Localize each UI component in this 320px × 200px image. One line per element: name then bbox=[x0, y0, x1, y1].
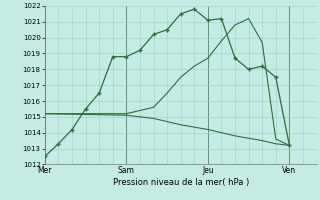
X-axis label: Pression niveau de la mer( hPa ): Pression niveau de la mer( hPa ) bbox=[113, 178, 249, 187]
